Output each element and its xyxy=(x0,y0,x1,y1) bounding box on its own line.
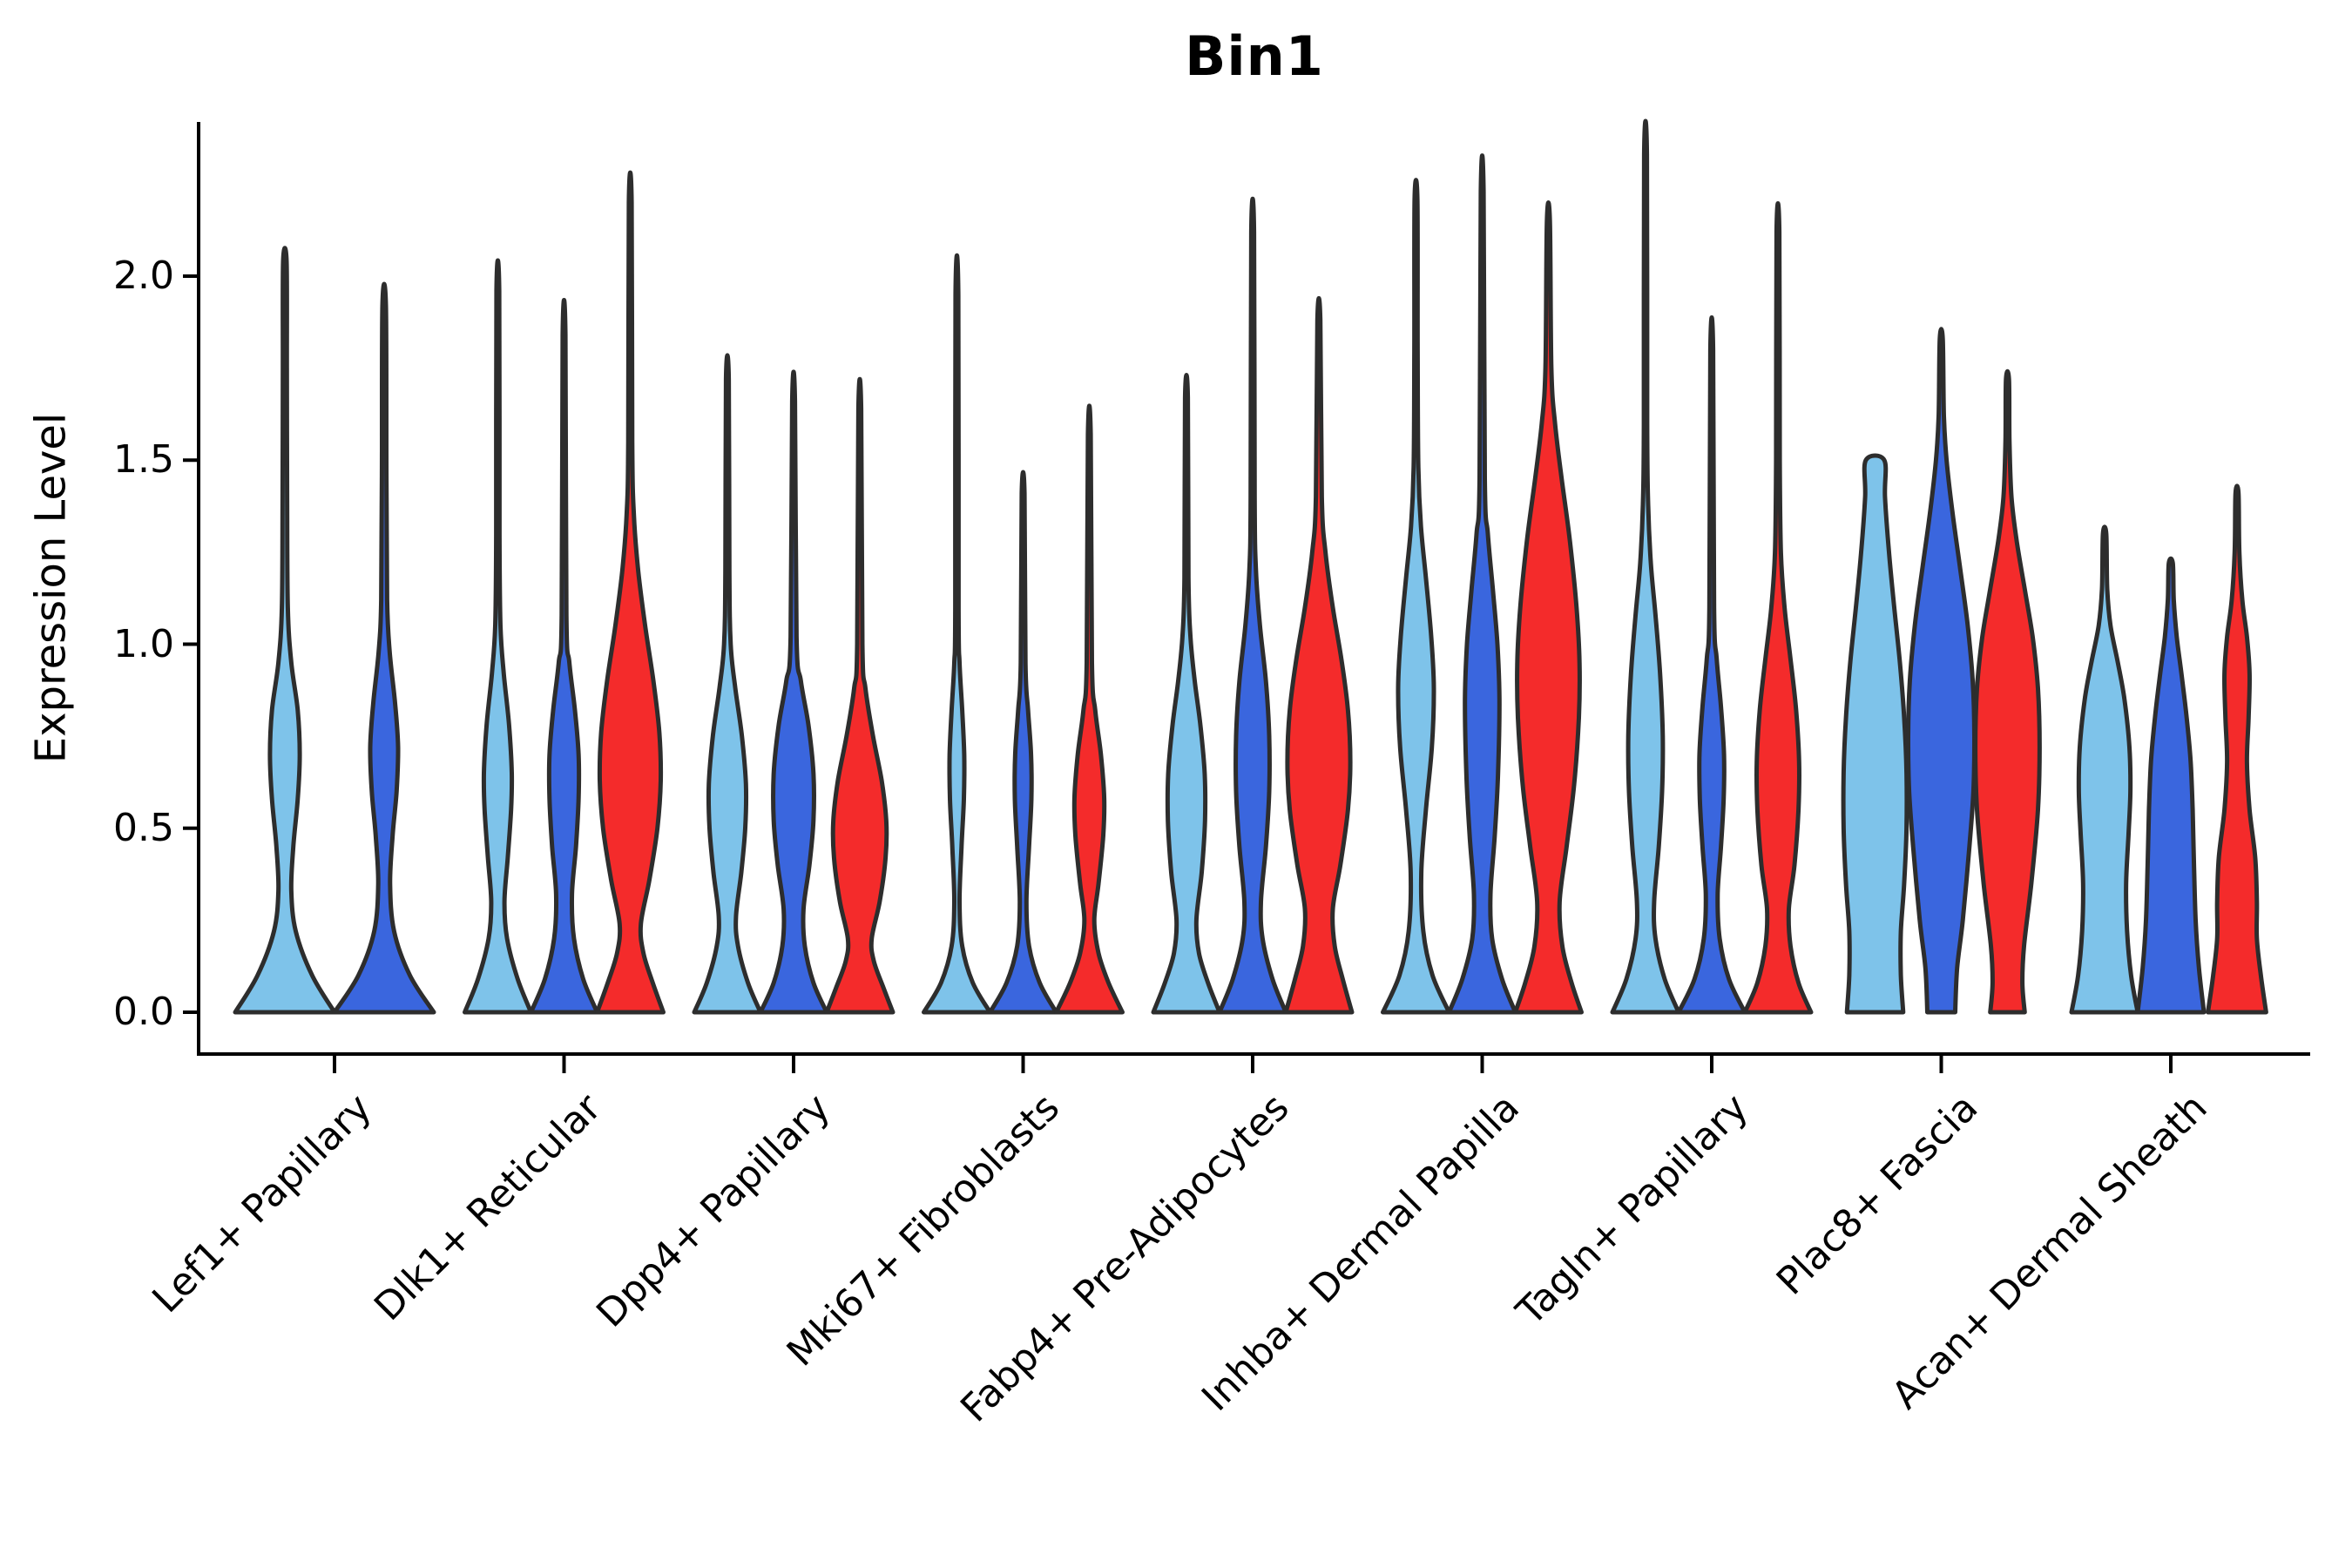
violin-mki67-fibroblasts-1 xyxy=(922,253,992,1015)
violin-fabp4-pre-adipocytes-2 xyxy=(1217,197,1288,1015)
violin-tagln-papillary-2 xyxy=(1676,315,1747,1015)
y-tick-label-1.0: 1.0 xyxy=(113,621,174,666)
violin-dlk1-reticular-1 xyxy=(463,258,533,1015)
violin-mki67-fibroblasts-2 xyxy=(988,470,1058,1015)
violin-dpp4-papillary-3 xyxy=(824,376,896,1015)
violin-dpp4-papillary-1 xyxy=(692,353,763,1015)
violin-inhba-dermal-papilla-1 xyxy=(1381,178,1451,1015)
violin-inhba-dermal-papilla-2 xyxy=(1447,153,1517,1015)
y-tick-label-2.0: 2.0 xyxy=(113,253,174,298)
violin-tagln-papillary-1 xyxy=(1610,118,1681,1015)
violin-tagln-papillary-3 xyxy=(1742,201,1814,1015)
violin-dlk1-reticular-3 xyxy=(595,170,666,1015)
violin-plac8-fascia-2 xyxy=(1905,327,1977,1015)
violin-plac8-fascia-1 xyxy=(1841,453,1909,1015)
violin-lef1-papillary-1 xyxy=(233,246,337,1015)
violin-acan-dermal-sheath-1 xyxy=(2069,524,2140,1015)
y-tick-label-0.5: 0.5 xyxy=(113,805,174,850)
violin-acan-dermal-sheath-3 xyxy=(2206,483,2268,1015)
violin-fabp4-pre-adipocytes-1 xyxy=(1151,373,1222,1015)
violin-inhba-dermal-papilla-3 xyxy=(1513,200,1584,1015)
violin-dpp4-papillary-2 xyxy=(758,369,829,1015)
violin-mki67-fibroblasts-3 xyxy=(1054,403,1125,1015)
violin-plac8-fascia-3 xyxy=(1973,368,2042,1015)
chart-title: Bin1 xyxy=(1185,24,1324,88)
y-tick-label-0.0: 0.0 xyxy=(113,990,174,1034)
violin-acan-dermal-sheath-2 xyxy=(2135,556,2207,1015)
violin-fabp4-pre-adipocytes-3 xyxy=(1283,296,1355,1015)
violin-dlk1-reticular-2 xyxy=(529,298,599,1015)
violin-lef1-papillary-2 xyxy=(332,281,436,1015)
y-tick-label-1.5: 1.5 xyxy=(113,437,174,483)
